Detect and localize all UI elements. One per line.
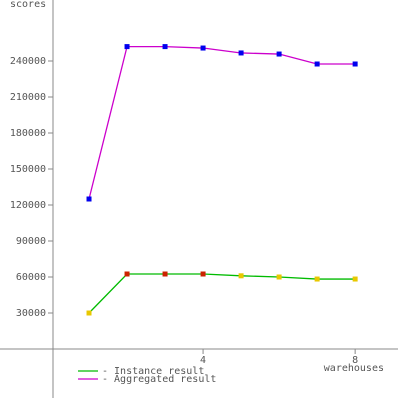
- point-marker: [352, 276, 358, 282]
- point-marker: [276, 51, 282, 57]
- point-marker: [162, 44, 168, 50]
- point-marker: [200, 45, 206, 51]
- y-tick-label: 210000: [10, 92, 46, 103]
- y-tick-label: 150000: [10, 164, 46, 175]
- point-marker: [276, 274, 282, 280]
- point-marker: [86, 196, 92, 202]
- point-marker: [86, 310, 92, 316]
- x-tick-label: 8: [352, 355, 358, 366]
- y-tick-label: 60000: [16, 272, 46, 283]
- point-marker: [352, 61, 358, 67]
- x-tick-label: 4: [200, 355, 206, 366]
- point-marker: [200, 271, 206, 277]
- series-line: [88, 273, 356, 314]
- point-marker: [238, 273, 244, 279]
- y-tick-label: 120000: [10, 200, 46, 211]
- y-axis-label: scores: [10, 0, 46, 10]
- legend-label: - Aggregated result: [102, 374, 216, 385]
- point-marker: [314, 276, 320, 282]
- y-tick-label: 180000: [10, 128, 46, 139]
- series-line: [88, 45, 356, 200]
- x-axis-label: warehouses: [324, 363, 384, 374]
- point-marker: [238, 50, 244, 56]
- point-marker: [124, 44, 130, 50]
- y-tick-label: 90000: [16, 236, 46, 247]
- y-tick-label: 30000: [16, 308, 46, 319]
- point-marker: [124, 271, 130, 277]
- y-tick-label: 240000: [10, 56, 46, 67]
- point-marker: [314, 61, 320, 67]
- legend-label: - Instance result: [102, 366, 204, 377]
- point-marker: [162, 271, 168, 277]
